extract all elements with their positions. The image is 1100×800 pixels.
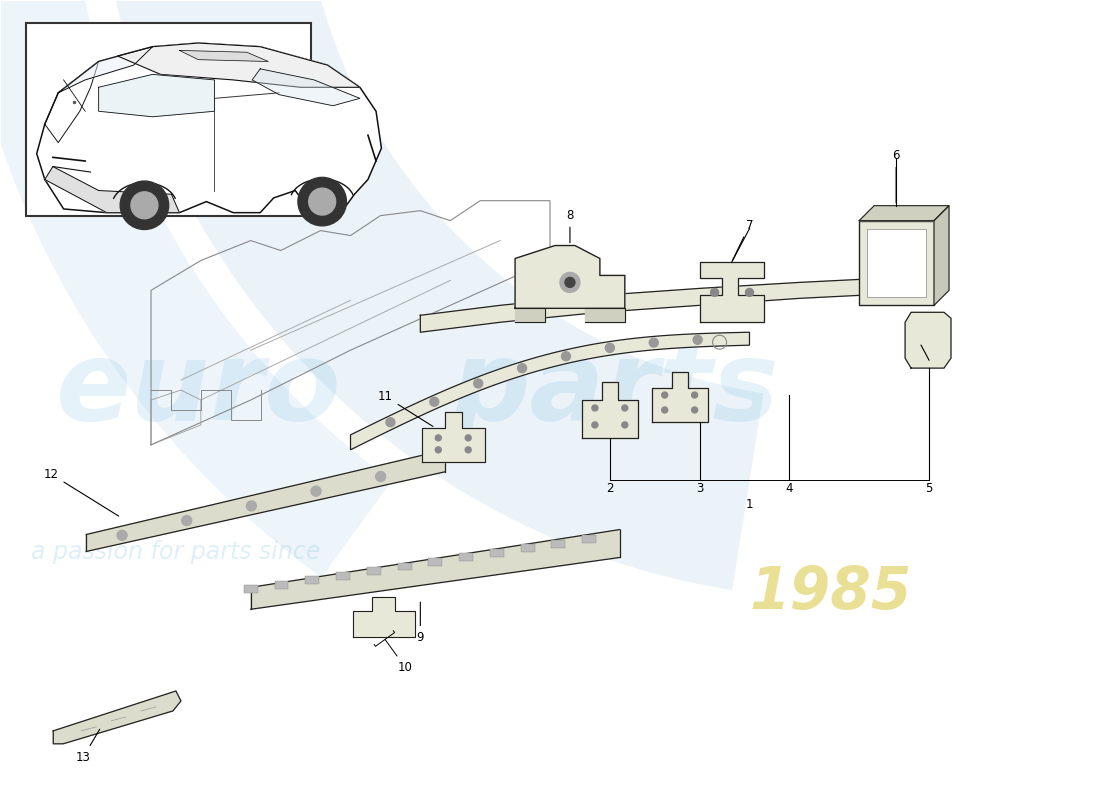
Text: euro: euro	[56, 336, 342, 443]
Polygon shape	[58, 46, 153, 93]
Circle shape	[430, 398, 439, 406]
Circle shape	[649, 338, 658, 347]
Bar	[520, 544, 535, 552]
Polygon shape	[251, 530, 619, 610]
Text: 2: 2	[606, 482, 614, 494]
Bar	[275, 581, 288, 589]
Text: 7: 7	[733, 218, 754, 260]
Polygon shape	[515, 308, 544, 322]
Circle shape	[662, 407, 668, 413]
Circle shape	[592, 405, 598, 411]
Circle shape	[662, 392, 668, 398]
Polygon shape	[651, 372, 707, 422]
Circle shape	[309, 188, 336, 215]
Circle shape	[311, 486, 321, 496]
Polygon shape	[36, 43, 382, 213]
Bar	[867, 229, 926, 298]
Polygon shape	[905, 312, 952, 368]
Circle shape	[746, 288, 754, 296]
Circle shape	[711, 288, 718, 296]
Circle shape	[117, 530, 128, 540]
Polygon shape	[859, 206, 949, 221]
Text: 11: 11	[378, 390, 433, 426]
Circle shape	[182, 516, 191, 526]
Polygon shape	[118, 43, 360, 87]
Circle shape	[560, 273, 580, 292]
Polygon shape	[0, 0, 608, 578]
Text: 1985: 1985	[749, 564, 912, 622]
Polygon shape	[934, 206, 949, 306]
Polygon shape	[45, 166, 179, 213]
Bar	[336, 572, 350, 580]
Polygon shape	[420, 278, 920, 332]
Circle shape	[120, 181, 168, 230]
Text: 13: 13	[76, 730, 100, 764]
Circle shape	[465, 447, 471, 453]
Bar	[26, 23, 310, 216]
Polygon shape	[582, 382, 638, 438]
Circle shape	[693, 335, 702, 344]
Bar	[582, 535, 596, 543]
Text: 6: 6	[892, 149, 900, 203]
Circle shape	[298, 178, 346, 226]
Polygon shape	[351, 332, 749, 450]
Polygon shape	[700, 262, 764, 322]
Bar	[366, 567, 381, 575]
Circle shape	[621, 422, 628, 428]
Bar	[551, 540, 565, 548]
Bar	[459, 554, 473, 562]
Bar	[428, 558, 442, 566]
Text: 3: 3	[696, 482, 703, 494]
Circle shape	[621, 405, 628, 411]
Circle shape	[692, 392, 697, 398]
Circle shape	[474, 379, 483, 388]
Circle shape	[436, 435, 441, 441]
Polygon shape	[53, 691, 180, 744]
Text: 10: 10	[374, 630, 412, 674]
Text: a passion for parts since: a passion for parts since	[31, 541, 321, 565]
Text: 5: 5	[925, 482, 933, 494]
Polygon shape	[585, 308, 625, 322]
Bar	[306, 576, 319, 584]
Circle shape	[692, 407, 697, 413]
Polygon shape	[99, 74, 214, 117]
Circle shape	[605, 343, 614, 352]
Bar	[859, 221, 934, 306]
Circle shape	[131, 192, 158, 218]
Polygon shape	[515, 246, 625, 308]
Text: 4: 4	[785, 482, 793, 494]
Text: 8: 8	[566, 209, 573, 242]
Circle shape	[386, 418, 395, 426]
Circle shape	[561, 352, 571, 361]
Circle shape	[465, 435, 471, 441]
Text: 1: 1	[746, 498, 754, 510]
Polygon shape	[101, 0, 763, 590]
Circle shape	[518, 364, 527, 373]
Polygon shape	[252, 69, 360, 106]
Text: 9: 9	[417, 602, 425, 644]
Circle shape	[565, 278, 575, 287]
Polygon shape	[422, 412, 485, 462]
Circle shape	[592, 422, 598, 428]
Text: parts: parts	[450, 336, 779, 443]
Bar	[244, 586, 257, 594]
Polygon shape	[86, 450, 446, 551]
Circle shape	[375, 471, 386, 482]
Text: 12: 12	[44, 468, 119, 516]
Bar	[490, 549, 504, 557]
Circle shape	[246, 501, 256, 511]
Circle shape	[436, 447, 441, 453]
Bar	[397, 562, 411, 570]
Polygon shape	[352, 598, 416, 637]
Polygon shape	[179, 50, 268, 62]
